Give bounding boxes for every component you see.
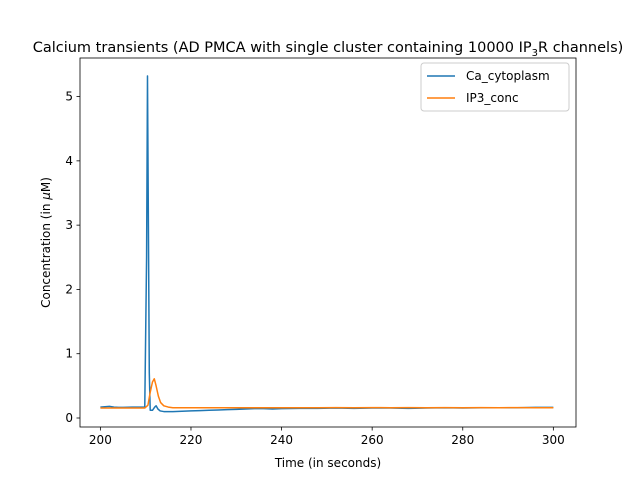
x-tick-label: 280 <box>451 433 474 447</box>
legend: Ca_cytoplasm IP3_conc <box>420 62 570 112</box>
y-tick-label: 1 <box>65 347 73 361</box>
x-tick-label: 200 <box>89 433 112 447</box>
x-tick-label: 240 <box>270 433 293 447</box>
y-axis-label-mu: μ <box>39 192 53 201</box>
y-tick-label: 2 <box>65 282 73 296</box>
x-tick-label: 260 <box>361 433 384 447</box>
series-layer <box>100 75 554 413</box>
y-tick-label: 3 <box>65 218 73 232</box>
series-line-ip3-conc <box>100 378 554 409</box>
legend-label-ip3-conc: IP3_conc <box>466 91 519 105</box>
chart-title-tail: R channels) <box>538 40 623 56</box>
y-axis-label-main: Concentration (in <box>39 200 53 308</box>
y-tick-label: 4 <box>65 154 73 168</box>
legend-label-ca-cytoplasm: Ca_cytoplasm <box>466 69 550 83</box>
legend-box <box>420 62 570 112</box>
y-tick-label: 0 <box>65 411 73 425</box>
x-axis-label: Time (in seconds) <box>274 456 381 470</box>
y-axis: 0 1 2 3 4 5 <box>65 90 80 425</box>
y-tick-label: 5 <box>65 90 73 104</box>
chart-title: Calcium transients (AD PMCA with single … <box>33 40 624 59</box>
x-tick-label: 220 <box>180 433 203 447</box>
chart-title-main: Calcium transients (AD PMCA with single … <box>33 40 532 56</box>
y-axis-label-unit: M) <box>39 177 53 192</box>
x-tick-label: 300 <box>542 433 565 447</box>
axes-frame <box>79 57 577 428</box>
plot-area <box>79 57 577 428</box>
chart-title-subscript: 3 <box>532 48 538 59</box>
y-axis-label: Concentration (in μM) <box>39 177 53 308</box>
x-axis: 200 220 240 260 280 300 <box>89 427 565 447</box>
